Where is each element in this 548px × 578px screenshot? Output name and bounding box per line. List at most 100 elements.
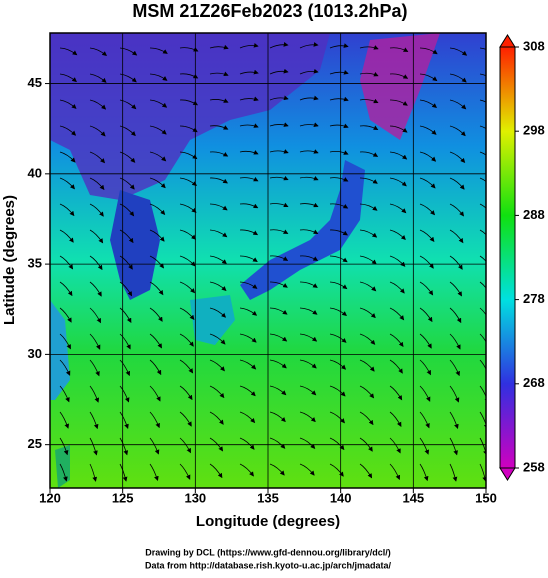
streamline [269, 385, 287, 396]
streamline [179, 333, 194, 347]
streamline [59, 99, 77, 109]
streamline [209, 463, 223, 479]
land [360, 33, 440, 140]
streamline [179, 281, 196, 294]
streamline [59, 411, 69, 429]
streamline [299, 42, 319, 49]
streamline [209, 333, 226, 345]
streamline [299, 95, 319, 101]
streamline [359, 45, 379, 50]
streamline [149, 359, 162, 376]
x-tick-label: 130 [184, 490, 206, 505]
streamline [119, 307, 132, 323]
streamline [329, 307, 347, 317]
streamline [419, 151, 437, 162]
streamline [359, 125, 379, 130]
streamline [359, 385, 375, 399]
streamline [389, 437, 401, 454]
y-tick-label: 35 [28, 256, 42, 271]
streamline [89, 333, 101, 350]
streamline [389, 229, 406, 241]
streamline [239, 411, 256, 424]
streamline [119, 359, 131, 377]
streamline [119, 151, 136, 163]
colorbar-tick-label: 308 [523, 38, 545, 53]
streamline [209, 177, 228, 184]
streamline [179, 47, 199, 52]
land [240, 160, 365, 300]
streamline [209, 203, 228, 211]
streamline [419, 47, 438, 55]
streamline [59, 229, 74, 243]
streamline [179, 385, 193, 401]
streamline [419, 359, 431, 376]
streamline [329, 229, 348, 236]
x-tick-label: 135 [257, 490, 279, 505]
streamline [329, 150, 349, 155]
streamline [269, 437, 286, 449]
streamline [179, 73, 199, 79]
streamline [149, 463, 159, 482]
streamline [119, 333, 131, 350]
streamline [59, 151, 76, 163]
streamline [299, 411, 316, 423]
streamline [299, 281, 318, 288]
streamline [59, 359, 71, 376]
streamline [59, 255, 74, 270]
streamline [479, 177, 486, 182]
streamline [419, 255, 434, 269]
streamline [449, 307, 462, 324]
streamline [209, 411, 224, 425]
streamline [299, 149, 319, 154]
streamline [389, 125, 408, 133]
streamline [59, 125, 77, 136]
streamline [449, 359, 460, 377]
streamline [179, 437, 191, 454]
streamline [269, 411, 286, 423]
streamline [179, 411, 192, 427]
streamline [59, 463, 68, 482]
streamline [329, 177, 349, 182]
streamline [59, 385, 70, 403]
streamline [359, 177, 378, 184]
streamline [479, 47, 486, 50]
streamline [359, 333, 376, 345]
streamline [419, 281, 434, 296]
streamline [149, 99, 168, 108]
chart-title: MSM 21Z26Feb2023 (1013.2hPa) [132, 1, 407, 21]
streamline [239, 229, 259, 236]
streamline [149, 229, 165, 242]
y-axis-label: Latitude (degrees) [1, 195, 18, 325]
streamline [149, 125, 167, 135]
streamline [479, 333, 486, 350]
streamline [239, 333, 257, 343]
streamline [119, 203, 135, 217]
streamline [449, 229, 464, 244]
streamline [89, 151, 106, 164]
streamline [89, 255, 103, 271]
streamline [269, 42, 289, 49]
y-tick-label: 45 [28, 75, 42, 90]
streamline [419, 463, 429, 482]
streamline [449, 281, 462, 297]
streamline [329, 96, 349, 102]
streamline [329, 411, 345, 424]
x-tick-label: 140 [330, 490, 352, 505]
streamline [359, 255, 377, 265]
streamline [389, 203, 407, 214]
streamline [89, 99, 107, 110]
land [190, 295, 235, 345]
colorbar-tick-label: 258 [523, 459, 545, 474]
streamline [359, 359, 375, 372]
streamline [449, 411, 459, 430]
streamline [209, 71, 229, 77]
streamline [299, 255, 319, 261]
streamline [89, 463, 98, 482]
streamline [269, 463, 285, 476]
streamline [329, 69, 349, 75]
streamline [449, 333, 461, 350]
streamline [329, 437, 345, 451]
streamline [209, 98, 229, 103]
streamline [479, 73, 486, 77]
streamline [389, 151, 408, 160]
